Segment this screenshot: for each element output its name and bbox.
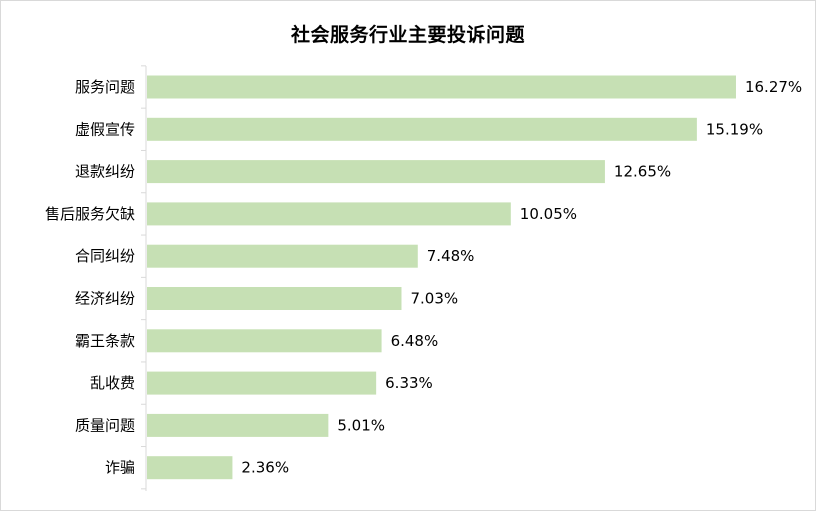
data-label: 5.01%: [337, 416, 385, 434]
bar: [147, 244, 418, 268]
category-label: 售后服务欠缺: [45, 205, 135, 223]
bar: [147, 75, 736, 99]
bar: [147, 160, 605, 184]
data-label: 2.36%: [241, 459, 289, 477]
category-label: 乱收费: [90, 374, 135, 392]
category-label: 诈骗: [105, 459, 135, 477]
category-label: 退款纠纷: [75, 163, 135, 181]
data-label: 12.65%: [614, 163, 671, 181]
data-label: 10.05%: [520, 205, 577, 223]
data-label: 6.48%: [391, 332, 439, 350]
chart-title: 社会服务行业主要投诉问题: [290, 24, 525, 46]
data-label: 7.03%: [410, 290, 458, 308]
bar: [147, 287, 402, 310]
category-label: 霸王条款: [75, 332, 135, 350]
data-label: 16.27%: [745, 78, 802, 96]
category-label: 经济纠纷: [75, 290, 135, 308]
category-label: 质量问题: [75, 416, 135, 434]
data-label: 15.19%: [706, 120, 763, 138]
bar: [147, 202, 511, 226]
bar: [147, 371, 377, 395]
bar: [147, 117, 697, 141]
data-label: 6.33%: [385, 374, 433, 392]
category-label: 服务问题: [75, 78, 135, 96]
category-label: 合同纠纷: [75, 247, 135, 265]
bar: [147, 413, 329, 437]
data-label: 7.48%: [427, 247, 475, 265]
bar: [147, 329, 382, 353]
bar: [147, 456, 233, 480]
category-label: 虚假宣传: [75, 120, 135, 138]
